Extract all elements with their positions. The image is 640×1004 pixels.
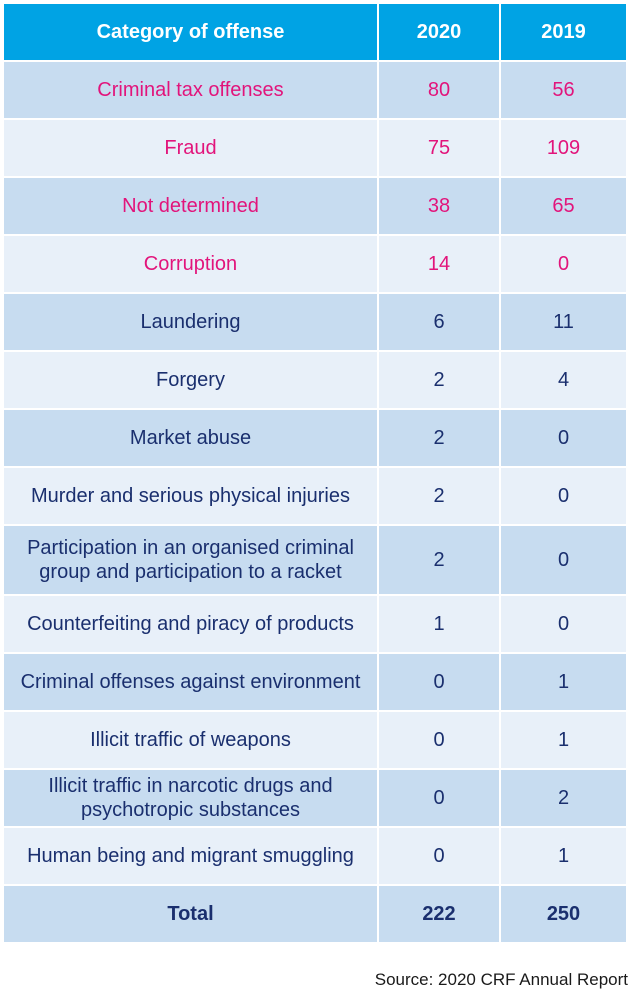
category-cell: Forgery [4, 352, 377, 408]
value-2019-cell: 2 [501, 770, 626, 826]
value-2020-cell: 0 [379, 712, 499, 768]
value-2019-cell: 56 [501, 62, 626, 118]
table-row: Participation in an organised criminal g… [4, 526, 626, 594]
value-2020-cell: 1 [379, 596, 499, 652]
total-row: Total 222 250 [4, 886, 626, 942]
category-cell: Illicit traffic in narcotic drugs and ps… [4, 770, 377, 826]
value-2020-cell: 2 [379, 468, 499, 524]
category-cell: Murder and serious physical injuries [4, 468, 377, 524]
value-2019-cell: 65 [501, 178, 626, 234]
value-2020-cell: 38 [379, 178, 499, 234]
value-2019-cell: 0 [501, 596, 626, 652]
category-cell: Criminal offenses against environment [4, 654, 377, 710]
table-row: Laundering 6 11 [4, 294, 626, 350]
total-label: Total [4, 886, 377, 942]
table-row: Counterfeiting and piracy of products 1 … [4, 596, 626, 652]
value-2019-cell: 0 [501, 410, 626, 466]
value-2020-cell: 14 [379, 236, 499, 292]
category-cell: Participation in an organised criminal g… [4, 526, 377, 594]
table-row: Fraud 75 109 [4, 120, 626, 176]
value-2019-cell: 1 [501, 828, 626, 884]
value-2019-cell: 1 [501, 654, 626, 710]
value-2019-cell: 0 [501, 236, 626, 292]
table-row: Illicit traffic in narcotic drugs and ps… [4, 770, 626, 826]
header-2019: 2019 [501, 4, 626, 60]
value-2020-cell: 2 [379, 410, 499, 466]
value-2020-cell: 0 [379, 770, 499, 826]
table-row: Human being and migrant smuggling 0 1 [4, 828, 626, 884]
header-row: Category of offense 2020 2019 [4, 4, 626, 60]
value-2020-cell: 0 [379, 654, 499, 710]
total-2020: 222 [379, 886, 499, 942]
value-2019-cell: 4 [501, 352, 626, 408]
value-2020-cell: 0 [379, 828, 499, 884]
category-cell: Criminal tax offenses [4, 62, 377, 118]
value-2019-cell: 109 [501, 120, 626, 176]
value-2019-cell: 0 [501, 468, 626, 524]
category-cell: Human being and migrant smuggling [4, 828, 377, 884]
category-cell: Counterfeiting and piracy of products [4, 596, 377, 652]
table-row: Criminal tax offenses 80 56 [4, 62, 626, 118]
value-2020-cell: 2 [379, 352, 499, 408]
value-2019-cell: 1 [501, 712, 626, 768]
value-2020-cell: 75 [379, 120, 499, 176]
category-cell: Illicit traffic of weapons [4, 712, 377, 768]
category-cell: Corruption [4, 236, 377, 292]
total-2019: 250 [501, 886, 626, 942]
category-cell: Laundering [4, 294, 377, 350]
table-row: Forgery 2 4 [4, 352, 626, 408]
category-cell: Fraud [4, 120, 377, 176]
table-row: Murder and serious physical injuries 2 0 [4, 468, 626, 524]
category-cell: Market abuse [4, 410, 377, 466]
table-row: Market abuse 2 0 [4, 410, 626, 466]
offense-table: Category of offense 2020 2019 Criminal t… [2, 2, 628, 944]
table-row: Corruption 14 0 [4, 236, 626, 292]
table-row: Criminal offenses against environment 0 … [4, 654, 626, 710]
header-2020: 2020 [379, 4, 499, 60]
value-2020-cell: 6 [379, 294, 499, 350]
value-2020-cell: 80 [379, 62, 499, 118]
source-note: Source: 2020 CRF Annual Report [374, 970, 628, 989]
value-2020-cell: 2 [379, 526, 499, 594]
category-cell: Not determined [4, 178, 377, 234]
value-2019-cell: 11 [501, 294, 626, 350]
table-row: Not determined 38 65 [4, 178, 626, 234]
header-category: Category of offense [4, 4, 377, 60]
table-row: Illicit traffic of weapons 0 1 [4, 712, 626, 768]
value-2019-cell: 0 [501, 526, 626, 594]
